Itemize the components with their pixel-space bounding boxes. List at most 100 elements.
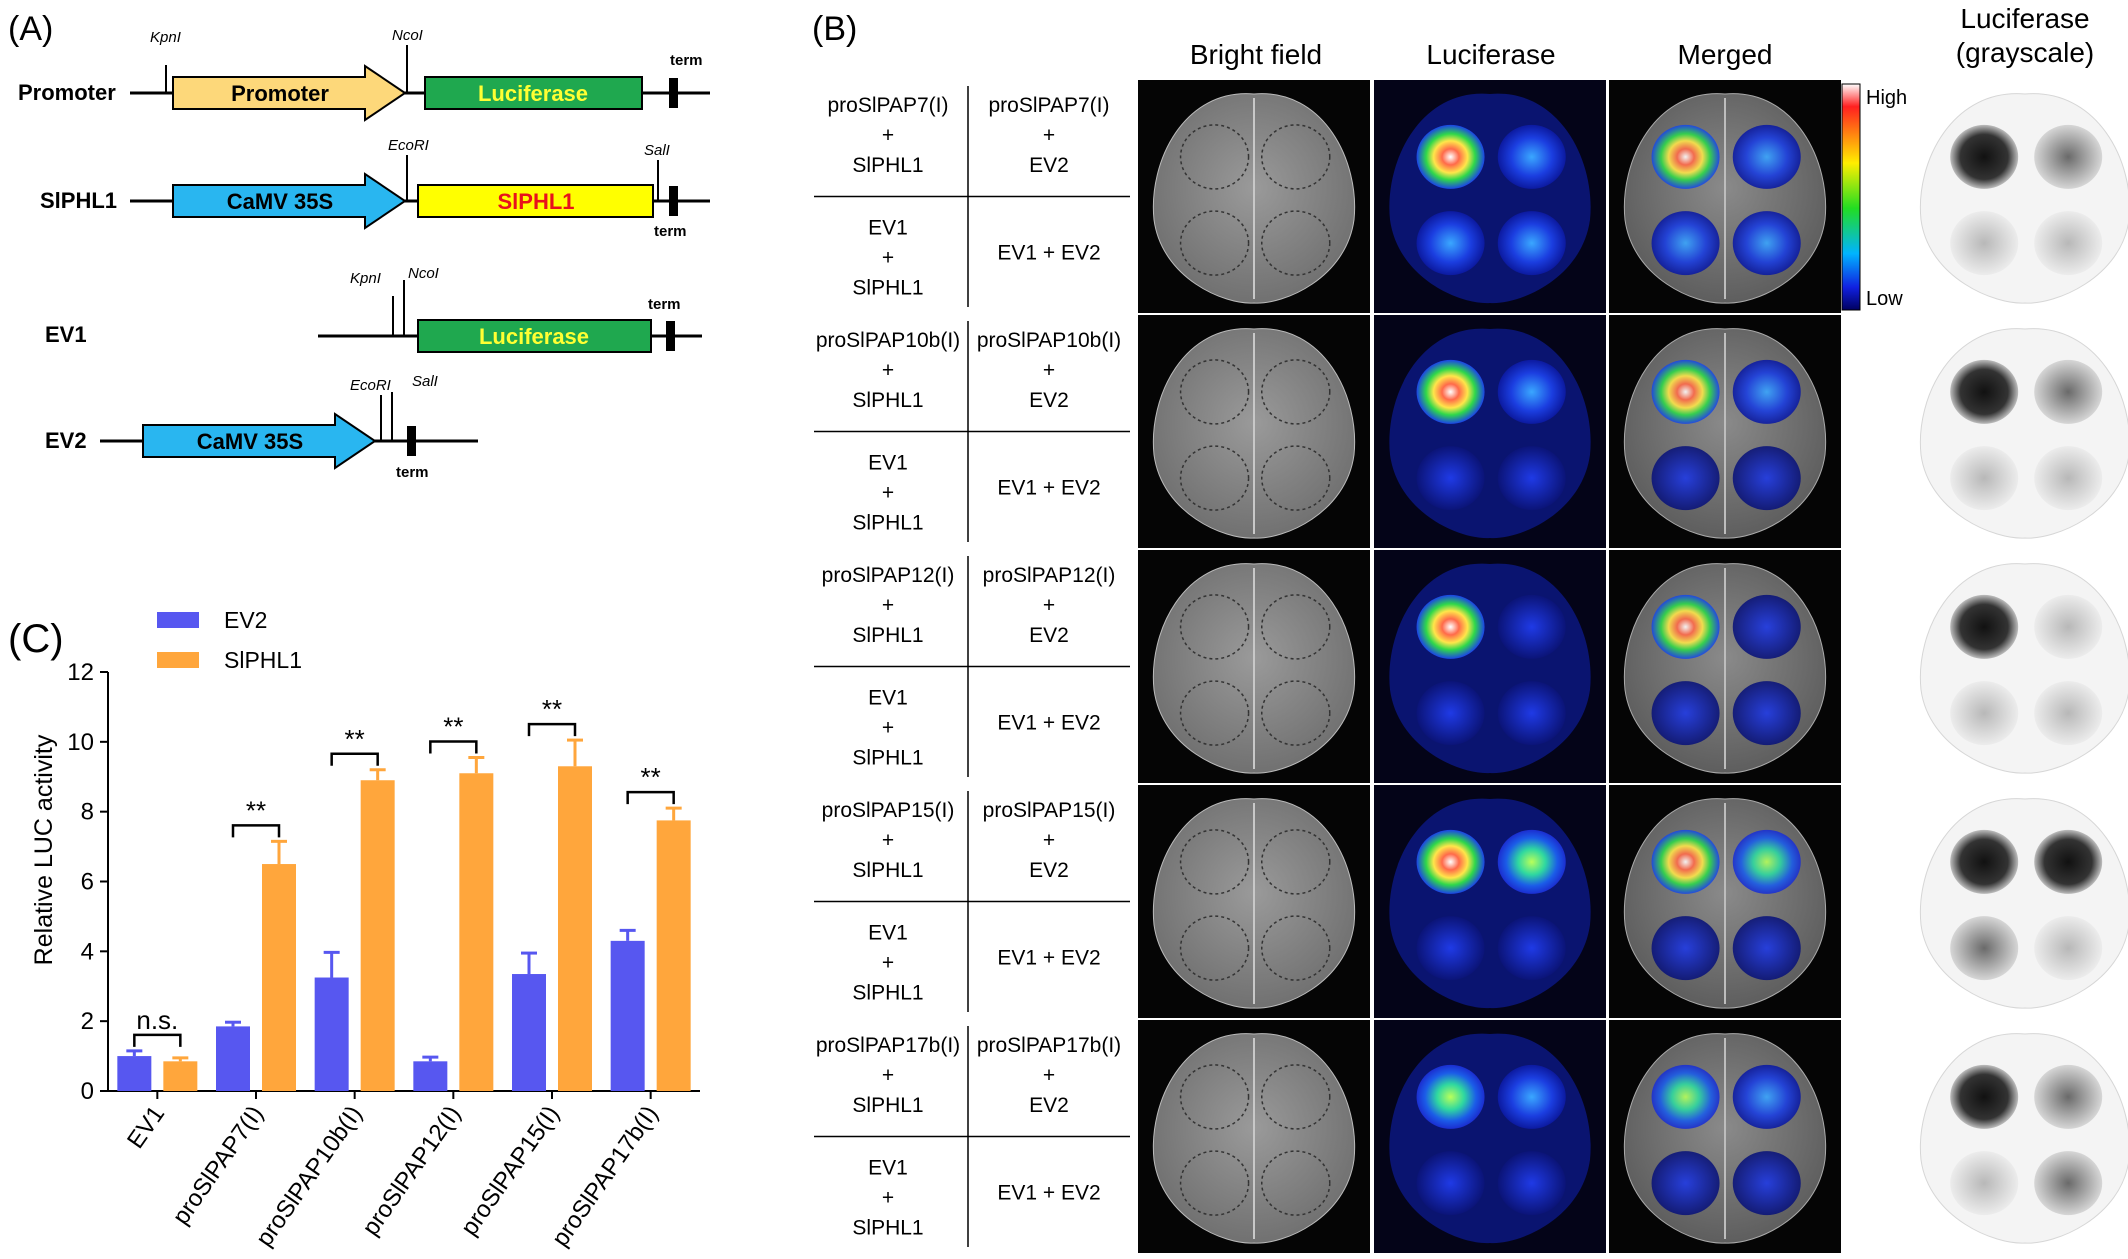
bar-ev2	[314, 977, 349, 1091]
cell-top-right: EV2	[1029, 154, 1069, 177]
luciferase-spot	[1416, 359, 1485, 424]
luciferase-spot	[1416, 124, 1485, 189]
grayscale-leaf	[1919, 563, 2128, 774]
luciferase-spot	[1497, 446, 1566, 511]
significance-label: **	[345, 724, 365, 754]
cell-top-right: proSlPAP15(I)	[983, 799, 1116, 822]
color-scale-bar	[1841, 83, 1861, 311]
grayscale-spot	[1950, 124, 2019, 189]
bar-ev2	[610, 940, 645, 1091]
y-tick-label: 2	[81, 1008, 94, 1035]
x-tick-label: proSlPAP17b(I)	[547, 1101, 664, 1252]
bar-ev2	[216, 1026, 250, 1091]
cell-bottom-left: EV1	[868, 217, 908, 240]
camv-35s-arrow	[142, 412, 377, 470]
infiltration-circle	[1179, 1150, 1250, 1216]
grayscale-header-line2: (grayscale)	[1956, 37, 2094, 68]
imaging-row: proSlPAP15(I) + SlPHL1 proSlPAP15(I) + EV2 EV1…	[808, 783, 2128, 1018]
grayscale-spot	[1950, 916, 2019, 981]
site-label: NcoI	[392, 27, 423, 44]
imaging-rows: proSlPAP7(I) + SlPHL1 proSlPAP7(I) + EV2 EV1 + S…	[808, 80, 2128, 1253]
merged-spot	[1732, 916, 1801, 981]
cell-top-right: EV2	[1029, 389, 1069, 412]
grayscale-leaf	[1919, 328, 2128, 539]
merged-spot	[1651, 1064, 1720, 1129]
significance-label: **	[246, 795, 266, 825]
cell-top-left: SlPHL1	[852, 154, 923, 177]
cell-bottom-left: +	[882, 482, 894, 505]
site-label: KpnI	[350, 270, 381, 287]
cell-top-right: EV2	[1029, 624, 1069, 647]
cell-top-right: EV2	[1029, 859, 1069, 882]
cell-top-right: +	[1043, 124, 1055, 147]
bar-slphl1	[360, 780, 395, 1091]
cell-top-right: proSlPAP17b(I)	[977, 1034, 1121, 1057]
merged-spot	[1651, 1151, 1720, 1216]
cell-top-right: proSlPAP10b(I)	[977, 329, 1121, 352]
infiltration-circle	[1261, 680, 1331, 746]
term-label: term	[654, 223, 687, 240]
cell-top-right: EV2	[1029, 1094, 1069, 1117]
cell-top-right: +	[1043, 359, 1055, 382]
cell-top-left: proSlPAP17b(I)	[816, 1034, 960, 1057]
x-tick-label: proSlPAP10b(I)	[251, 1101, 368, 1252]
cell-bottom-left: EV1	[868, 452, 908, 475]
cell-bottom-left: SlPHL1	[852, 1217, 923, 1240]
promoter-arrow	[172, 64, 407, 122]
grayscale-spot	[1950, 211, 2019, 276]
luciferase-spot	[1416, 829, 1485, 894]
cell-bottom-left: EV1	[868, 687, 908, 710]
site-label: EcoRI	[388, 137, 429, 154]
merged-spot	[1732, 594, 1801, 659]
camv-35s-arrow	[172, 172, 407, 230]
column-header: Luciferase	[1426, 39, 1555, 70]
imaging-row: proSlPAP7(I) + SlPHL1 proSlPAP7(I) + EV2 EV1 + S…	[814, 80, 2128, 313]
cell-bottom-left: +	[882, 717, 894, 740]
significance-bracket	[429, 740, 478, 754]
cell-top-left: +	[882, 1064, 894, 1087]
cell-top-left: +	[882, 359, 894, 382]
bar-slphl1	[558, 766, 592, 1091]
luciferase-spot	[1497, 594, 1566, 659]
x-tick-label: proSlPAP7(I)	[167, 1101, 268, 1230]
bar-slphl1	[656, 820, 691, 1091]
luciferase-spot	[1497, 211, 1566, 276]
leaf-shape	[1389, 93, 1591, 304]
grayscale-spot	[2034, 446, 2103, 511]
terminator-block	[669, 78, 678, 108]
panel-label-c: (C)	[8, 617, 64, 661]
scale-high-label: High	[1866, 87, 1907, 109]
merged-spot	[1732, 1064, 1801, 1129]
legend-swatch-slphl1	[157, 652, 199, 668]
cell-bottom-right: EV1 + EV2	[997, 947, 1100, 970]
significance-bracket	[133, 1033, 182, 1047]
bar-ev2	[117, 1056, 152, 1091]
merged-spot	[1651, 446, 1720, 511]
construct-slphl1: SlPHL1 CaMV 35S EcoRI SlPHL1 SalI term	[40, 137, 710, 240]
grayscale-spot	[2034, 594, 2103, 659]
leaf-shape	[1389, 563, 1591, 774]
luciferase-spot	[1497, 1151, 1566, 1216]
y-tick-label: 12	[67, 659, 94, 686]
grayscale-spot	[1950, 594, 2019, 659]
cell-bottom-left: SlPHL1	[852, 747, 923, 770]
infiltration-circle	[1261, 359, 1331, 425]
infiltration-circle	[1261, 445, 1331, 511]
grayscale-spot	[2034, 211, 2103, 276]
luciferase-box	[424, 76, 643, 110]
cell-bottom-left: SlPHL1	[852, 277, 923, 300]
construct-name: EV2	[45, 428, 87, 453]
infiltration-circle	[1179, 210, 1250, 276]
bar-ev2	[512, 974, 546, 1091]
grayscale-header-line1: Luciferase	[1960, 3, 2089, 34]
grayscale-leaf	[1919, 93, 2128, 304]
bar-slphl1	[262, 864, 296, 1091]
term-label: term	[670, 52, 703, 69]
box-label: Promoter	[231, 81, 329, 106]
luciferase-spot	[1416, 681, 1485, 746]
grayscale-spot	[2034, 124, 2103, 189]
cell-bottom-left: EV1	[868, 922, 908, 945]
significance-bracket	[626, 790, 675, 805]
cell-bottom-right: EV1 + EV2	[997, 477, 1100, 500]
infiltration-circle	[1179, 359, 1250, 425]
